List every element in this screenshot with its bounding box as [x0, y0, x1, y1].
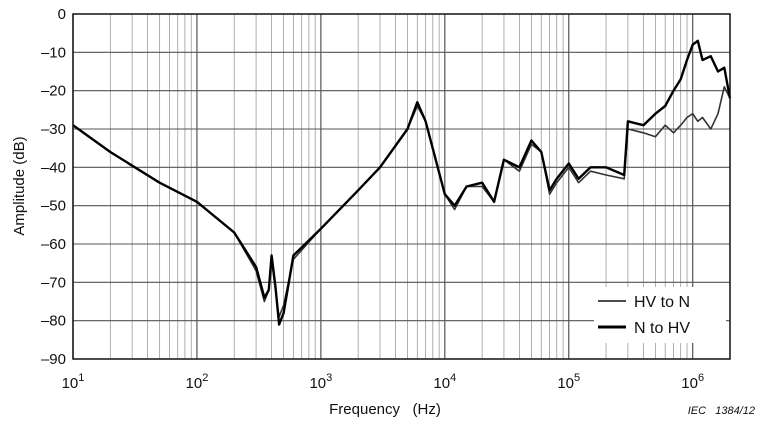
y-tick-label: –30	[41, 121, 66, 138]
x-tick-label: 106	[681, 372, 704, 392]
plot-frame	[72, 13, 731, 360]
y-tick-label: –10	[41, 44, 66, 61]
y-tick-label: –90	[41, 351, 66, 368]
y-tick-label: –40	[41, 159, 66, 176]
series-lines	[72, 39, 732, 326]
y-tick-label: –80	[41, 313, 66, 330]
y-tick-label: –50	[41, 198, 66, 215]
y-tick-label: –20	[41, 83, 66, 100]
x-tick-labels: 101 102 103 104 105 106	[62, 372, 705, 392]
x-tick-label: 102	[186, 372, 209, 392]
x-tick-label: 104	[433, 372, 456, 392]
legend-label-n-to-hv: N to HV	[634, 320, 690, 337]
x-tick-label: 105	[557, 372, 580, 392]
y-axis-title: Amplitude (dB)	[11, 136, 28, 235]
x-tick-label: 103	[309, 372, 332, 392]
y-tick-label: –70	[41, 274, 66, 291]
y-tick-labels: 0 –10 –20 –30 –40 –50 –60 –70 –80 –90	[41, 6, 66, 368]
y-tick-label: –60	[41, 236, 66, 253]
series-line-n-to-hv	[72, 39, 732, 326]
legend: HV to N N to HV	[594, 287, 726, 343]
legend-box	[594, 287, 726, 343]
y-tick-label: 0	[58, 6, 66, 23]
x-axis-title: Frequency (Hz)	[329, 401, 441, 418]
figure-credit: IEC 1384/12	[688, 405, 755, 417]
legend-label-hv-to-n: HV to N	[634, 294, 690, 311]
x-tick-label: 101	[62, 372, 85, 392]
